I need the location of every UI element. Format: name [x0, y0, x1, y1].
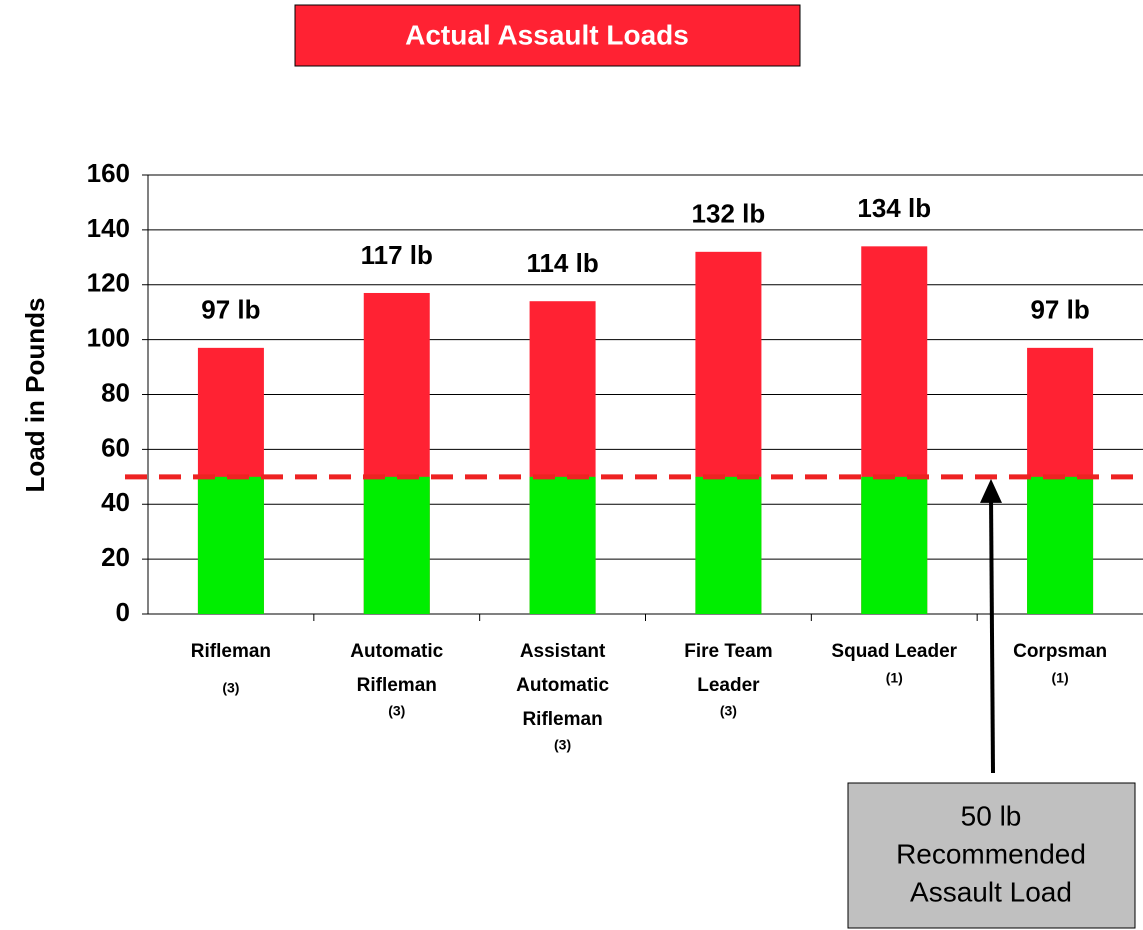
value-label: 97 lb	[201, 295, 260, 325]
x-tick-label: Automatic	[350, 641, 443, 662]
y-tick-label: 20	[101, 542, 130, 572]
annotation-box	[847, 782, 1136, 929]
annotation-text: Assault Load	[910, 876, 1072, 907]
x-tick-label: Fire Team	[684, 641, 772, 662]
bar-base	[861, 476, 928, 614]
category-note: (1)	[886, 670, 903, 686]
chart-title: Actual Assault Loads	[405, 19, 689, 50]
y-tick-label: 80	[101, 377, 130, 407]
x-tick-label: Rifleman	[191, 641, 271, 662]
x-tick-label: Corpsman	[1013, 641, 1107, 662]
annotation-arrow	[989, 494, 995, 774]
x-tick-label: Automatic	[516, 675, 609, 696]
x-tick-label: Rifleman	[357, 675, 437, 696]
x-tick-label: Assistant	[520, 641, 606, 662]
bar-base	[695, 476, 762, 614]
category-note: (3)	[720, 703, 737, 719]
value-label: 117 lb	[361, 240, 433, 270]
value-label: 134 lb	[857, 193, 931, 223]
category-note: (1)	[1052, 670, 1069, 686]
y-tick-label: 60	[101, 432, 130, 462]
category-note: (3)	[222, 680, 239, 696]
bar-base	[1027, 476, 1094, 614]
x-tick-label: Leader	[697, 675, 760, 696]
value-label: 97 lb	[1030, 295, 1089, 325]
arrow-head	[980, 478, 1002, 503]
value-label: 132 lb	[692, 199, 766, 229]
annotation-text: Recommended	[896, 838, 1086, 869]
y-tick-label: 100	[87, 323, 130, 353]
title-box	[294, 4, 801, 67]
bar-base	[197, 476, 264, 614]
y-tick-label: 120	[87, 268, 130, 298]
value-label: 114 lb	[526, 248, 598, 278]
category-note: (3)	[554, 737, 571, 753]
bar-base	[529, 476, 596, 614]
y-tick-label: 160	[87, 158, 130, 188]
category-note: (3)	[388, 703, 405, 719]
x-tick-label: Squad Leader	[831, 641, 957, 662]
y-tick-label: 140	[87, 213, 130, 243]
y-tick-label: 0	[116, 597, 130, 627]
bar-base	[363, 476, 430, 614]
y-axis-label: Load in Pounds	[20, 298, 50, 493]
x-tick-label: Rifleman	[522, 709, 602, 730]
annotation-text: 50 lb	[961, 800, 1022, 831]
y-tick-label: 40	[101, 487, 130, 517]
